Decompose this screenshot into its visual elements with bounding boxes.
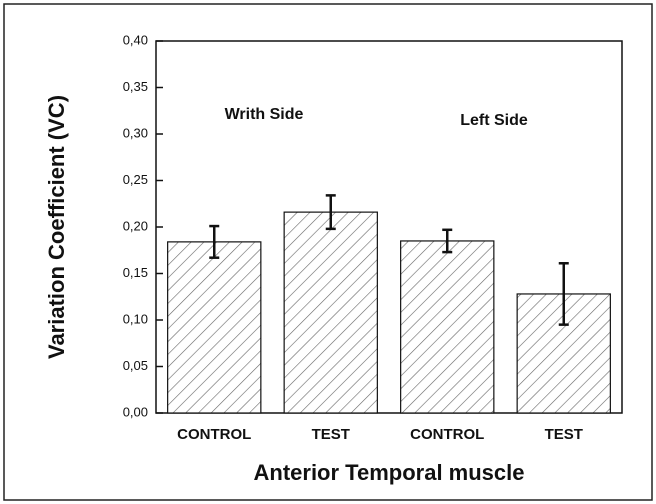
y-axis-label: Variation Coefficient (VC): [44, 95, 69, 359]
y-tick-label: 0,10: [123, 311, 148, 326]
x-axis-label: Anterior Temporal muscle: [254, 460, 525, 485]
bar: [167, 241, 262, 414]
annotation: Writh Side: [225, 106, 304, 123]
x-tick-label: TEST: [312, 426, 350, 443]
y-tick-label: 0,25: [123, 172, 148, 187]
y-tick-label: 0,40: [123, 32, 148, 47]
annotation: Left Side: [460, 112, 528, 129]
y-tick-label: 0,35: [123, 79, 148, 94]
y-tick-label: 0,15: [123, 265, 148, 280]
bar: [400, 240, 495, 414]
y-tick-label: 0,05: [123, 358, 148, 373]
x-tick-label: TEST: [545, 426, 583, 443]
y-tick-label: 0,20: [123, 218, 148, 233]
bar: [283, 211, 378, 414]
x-tick-label: CONTROL: [410, 426, 484, 443]
y-tick-label: 0,30: [123, 125, 148, 140]
outer-border: [3, 3, 653, 501]
y-tick-label: 0,00: [123, 404, 148, 419]
x-tick-label: CONTROL: [177, 426, 251, 443]
